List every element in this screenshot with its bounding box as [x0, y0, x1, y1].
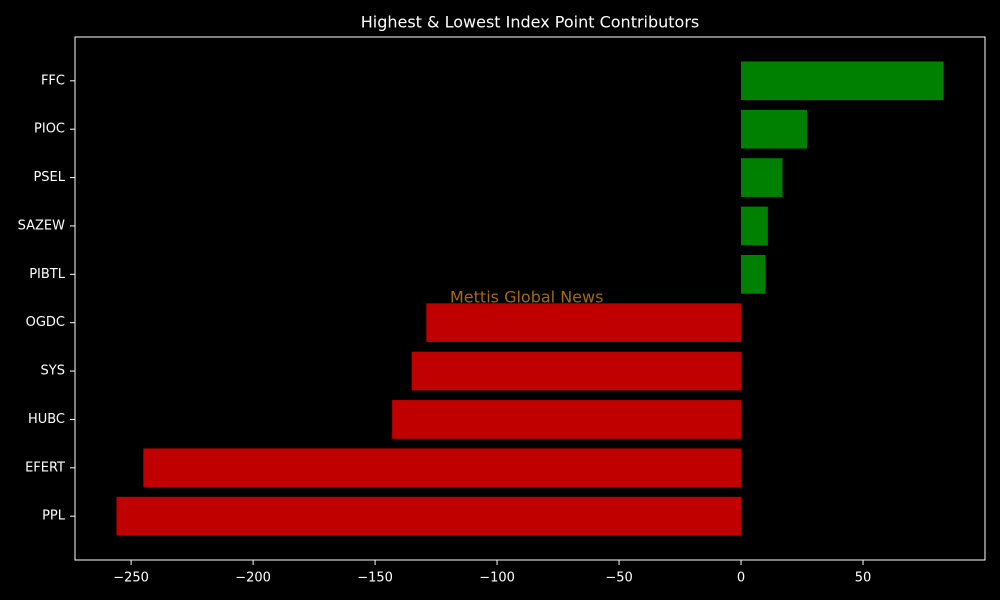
y-tick-label: FFC — [41, 73, 65, 88]
bar — [411, 351, 742, 391]
y-tick-label: PIOC — [34, 122, 65, 137]
bar — [426, 303, 742, 343]
x-tick-label: −200 — [235, 571, 271, 586]
bar — [741, 206, 768, 246]
y-tick-label: HUBC — [28, 412, 65, 427]
bar — [741, 158, 783, 197]
x-tick-label: 50 — [855, 571, 872, 586]
axes-frame — [74, 36, 986, 561]
bar — [392, 400, 742, 439]
y-tick-label: EFERT — [25, 460, 65, 475]
bar — [741, 61, 944, 101]
x-tick-label: 0 — [737, 571, 745, 586]
bar — [116, 496, 742, 536]
y-tick-label: OGDC — [26, 315, 65, 330]
chart-title: Highest & Lowest Index Point Contributor… — [361, 13, 700, 32]
bar — [143, 448, 742, 488]
x-tick-label: −50 — [605, 571, 632, 586]
x-tick-label: −100 — [479, 571, 515, 586]
x-tick-label: −150 — [357, 571, 393, 586]
y-tick-label: PPL — [42, 509, 66, 524]
bar — [741, 109, 807, 149]
y-tick-label: PSEL — [33, 170, 65, 185]
y-tick-label: SYS — [41, 364, 65, 379]
watermark: Mettis Global News — [450, 288, 603, 307]
y-tick-label: SAZEW — [18, 218, 66, 233]
y-tick-label: PIBTL — [29, 267, 66, 282]
x-tick-label: −250 — [113, 571, 149, 586]
bar — [741, 254, 766, 294]
